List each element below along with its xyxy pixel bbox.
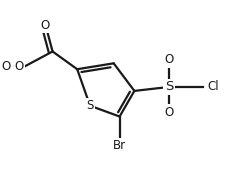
Text: Cl: Cl xyxy=(207,80,219,93)
Text: O: O xyxy=(15,60,24,73)
Text: Br: Br xyxy=(113,139,126,152)
Text: O: O xyxy=(40,19,49,32)
Text: O: O xyxy=(164,53,174,66)
Text: O: O xyxy=(164,105,174,118)
Text: S: S xyxy=(165,80,173,93)
Text: S: S xyxy=(86,99,94,112)
Text: O: O xyxy=(1,60,10,73)
